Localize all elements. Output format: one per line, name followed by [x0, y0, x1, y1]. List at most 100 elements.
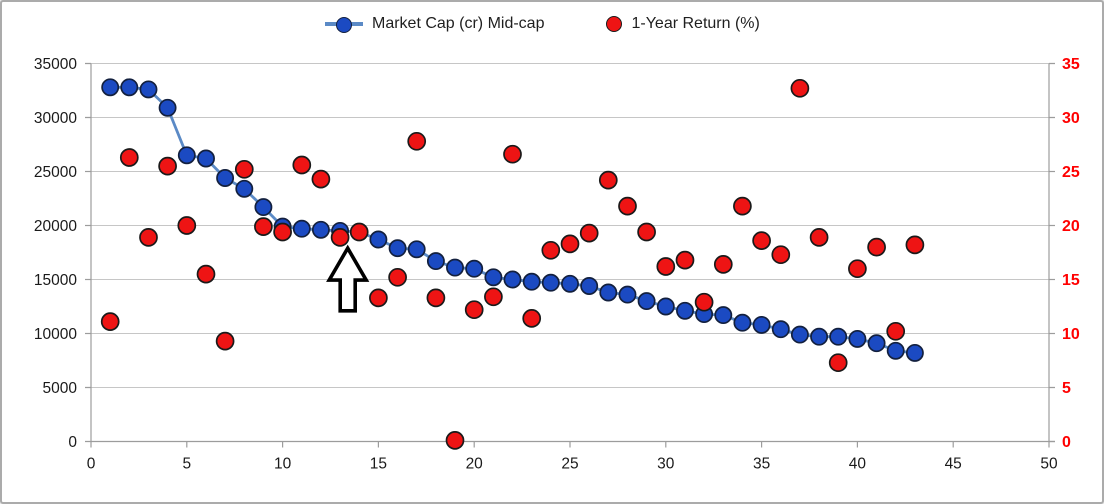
return-marker [675, 250, 695, 270]
market-cap-marker [139, 80, 158, 99]
y-left-tick-label: 15000 [34, 272, 77, 289]
axis-lines [90, 63, 1055, 443]
market-cap-marker [886, 341, 905, 360]
return-marker [349, 222, 369, 242]
market-cap-marker [369, 230, 388, 249]
market-cap-marker [829, 327, 848, 346]
market-cap-marker [446, 258, 464, 277]
market-cap-marker [714, 306, 733, 325]
legend-red-dot-icon [606, 16, 623, 32]
return-marker [369, 288, 388, 308]
return-marker [426, 288, 446, 308]
market-cap-marker [254, 198, 273, 217]
return-marker [905, 235, 925, 255]
return-marker [388, 267, 407, 287]
return-marker [522, 309, 542, 328]
y-right-tick-label: 25 [1062, 164, 1080, 181]
legend-label-return: 1-Year Return (%) [631, 15, 760, 32]
return-marker [656, 257, 676, 276]
market-cap-marker [177, 146, 196, 165]
market-cap-marker [292, 219, 311, 238]
return-marker [828, 353, 848, 373]
x-tick-label: 15 [370, 456, 387, 473]
return-marker [848, 259, 867, 279]
y-right-tick-label: 20 [1062, 218, 1080, 235]
up-arrow-annotation[interactable] [326, 244, 370, 313]
market-cap-marker [216, 169, 235, 187]
y-right-tick-label: 30 [1062, 110, 1080, 127]
x-tick-label: 10 [274, 456, 292, 473]
market-cap-marker [561, 274, 579, 293]
return-marker [713, 255, 733, 274]
return-marker [598, 170, 618, 190]
y-left-tick-label: 25000 [34, 164, 77, 181]
return-marker [464, 300, 484, 320]
return-marker [790, 78, 810, 98]
market-cap-marker [235, 179, 254, 198]
legend-item-return[interactable]: 1-Year Return (%) [606, 15, 760, 33]
x-tick-label: 50 [1040, 456, 1058, 473]
y-right-tick-label: 10 [1062, 326, 1080, 343]
y-left-tick-label: 35000 [34, 56, 77, 73]
market-cap-marker [676, 301, 694, 320]
legend-item-market-cap[interactable]: Market Cap (cr) Mid-cap [325, 15, 544, 33]
market-cap-marker [637, 292, 656, 311]
return-marker [100, 312, 120, 331]
market-cap-marker [426, 252, 445, 271]
return-marker [215, 331, 235, 351]
market-cap-marker [407, 240, 426, 259]
legend-line-marker-icon [325, 16, 363, 33]
y-right-tick-label: 35 [1062, 56, 1080, 73]
market-cap-marker [465, 259, 484, 278]
return-marker [234, 159, 254, 179]
market-cap-marker [733, 313, 752, 332]
return-marker [752, 231, 771, 250]
return-marker [771, 245, 791, 265]
return-marker [618, 196, 637, 216]
x-tick-label: 30 [657, 456, 675, 473]
x-tick-label: 45 [945, 456, 962, 473]
y-right-tick-label: 5 [1062, 380, 1071, 397]
gridlines [91, 63, 1049, 388]
return-marker [694, 292, 714, 312]
return-marker [886, 321, 906, 341]
market-cap-marker [541, 273, 560, 292]
return-marker [177, 216, 197, 235]
legend-label-market-cap: Market Cap (cr) Mid-cap [372, 15, 545, 32]
market-cap-marker [503, 270, 522, 289]
x-tick-label: 25 [561, 456, 578, 473]
return-marker [503, 144, 522, 164]
return-marker [541, 240, 561, 260]
chart-legend: Market Cap (cr) Mid-cap 1-Year Return (%… [325, 15, 760, 33]
return-marker [273, 222, 292, 242]
market-cap-marker [848, 329, 867, 348]
y-axis-left: 35000 30000 25000 20000 15000 10000 5000 0 [34, 56, 91, 451]
return-marker [560, 234, 580, 254]
return-marker [254, 217, 273, 236]
y-left-tick-label: 0 [68, 434, 77, 451]
return-marker [139, 228, 158, 247]
market-cap-marker [120, 78, 139, 97]
market-cap-marker [484, 268, 503, 287]
return-marker [158, 156, 177, 176]
x-tick-label: 40 [849, 456, 867, 473]
market-cap-marker [790, 325, 809, 344]
market-cap-marker [158, 98, 177, 117]
y-right-tick-label: 0 [1062, 434, 1071, 451]
series-market-cap [101, 78, 924, 362]
y-axis-right: 35 30 25 20 15 10 5 0 [1049, 56, 1080, 451]
market-cap-marker [311, 220, 330, 239]
return-marker [330, 228, 350, 247]
market-cap-marker [656, 297, 675, 316]
x-tick-label: 0 [87, 456, 96, 473]
x-tick-label: 35 [753, 456, 770, 473]
x-tick-label: 5 [182, 456, 191, 473]
return-marker [867, 237, 886, 257]
y-right-tick-label: 15 [1062, 272, 1080, 289]
legend-blue-dot-icon [336, 16, 352, 33]
market-cap-marker [752, 315, 771, 334]
return-marker [311, 169, 331, 189]
y-left-tick-label: 20000 [34, 218, 77, 235]
return-marker [733, 196, 752, 216]
